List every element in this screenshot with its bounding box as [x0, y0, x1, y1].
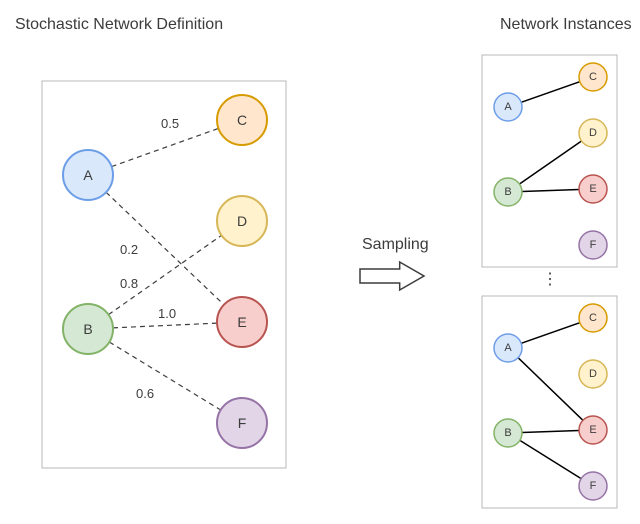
instances-vdots: ⋮ [542, 271, 558, 288]
stochastic-node-label-D: D [237, 213, 247, 229]
edge-weight-B-D: 0.8 [120, 276, 138, 291]
instance0-node-label-D: D [589, 127, 597, 139]
instance1-node-label-C: C [589, 312, 597, 324]
instance0-node-label-B: B [504, 186, 511, 198]
edge-weight-A-C: 0.5 [161, 116, 179, 131]
instance1-node-label-E: E [589, 424, 596, 436]
sampling-arrow-icon [360, 262, 424, 290]
edge-weight-A-E: 0.2 [120, 242, 138, 257]
instance0-node-label-F: F [590, 239, 597, 251]
instance1-node-label-B: B [504, 427, 511, 439]
diagram-canvas: 0.5 0.2 0.8 1.0 0.6 A B C D E F A B C D E F A B C D E F ⋮ [0, 0, 640, 524]
title-left: Stochastic Network Definition [15, 16, 223, 34]
title-right: Network Instances [500, 16, 632, 34]
instance0-node-label-C: C [589, 71, 597, 83]
instance1-node-label-D: D [589, 368, 597, 380]
instance0-node-label-E: E [589, 183, 596, 195]
stochastic-node-label-A: A [83, 167, 93, 183]
instance1-node-label-F: F [590, 480, 597, 492]
stochastic-node-label-B: B [83, 321, 92, 337]
sampling-label: Sampling [362, 236, 429, 254]
stochastic-node-label-F: F [238, 415, 247, 431]
instance0-node-label-A: A [504, 101, 512, 113]
stochastic-node-label-C: C [237, 112, 247, 128]
edge-weight-B-E: 1.0 [158, 306, 176, 321]
edge-weight-B-F: 0.6 [136, 386, 154, 401]
instance1-node-label-A: A [504, 342, 512, 354]
stochastic-node-label-E: E [237, 314, 246, 330]
